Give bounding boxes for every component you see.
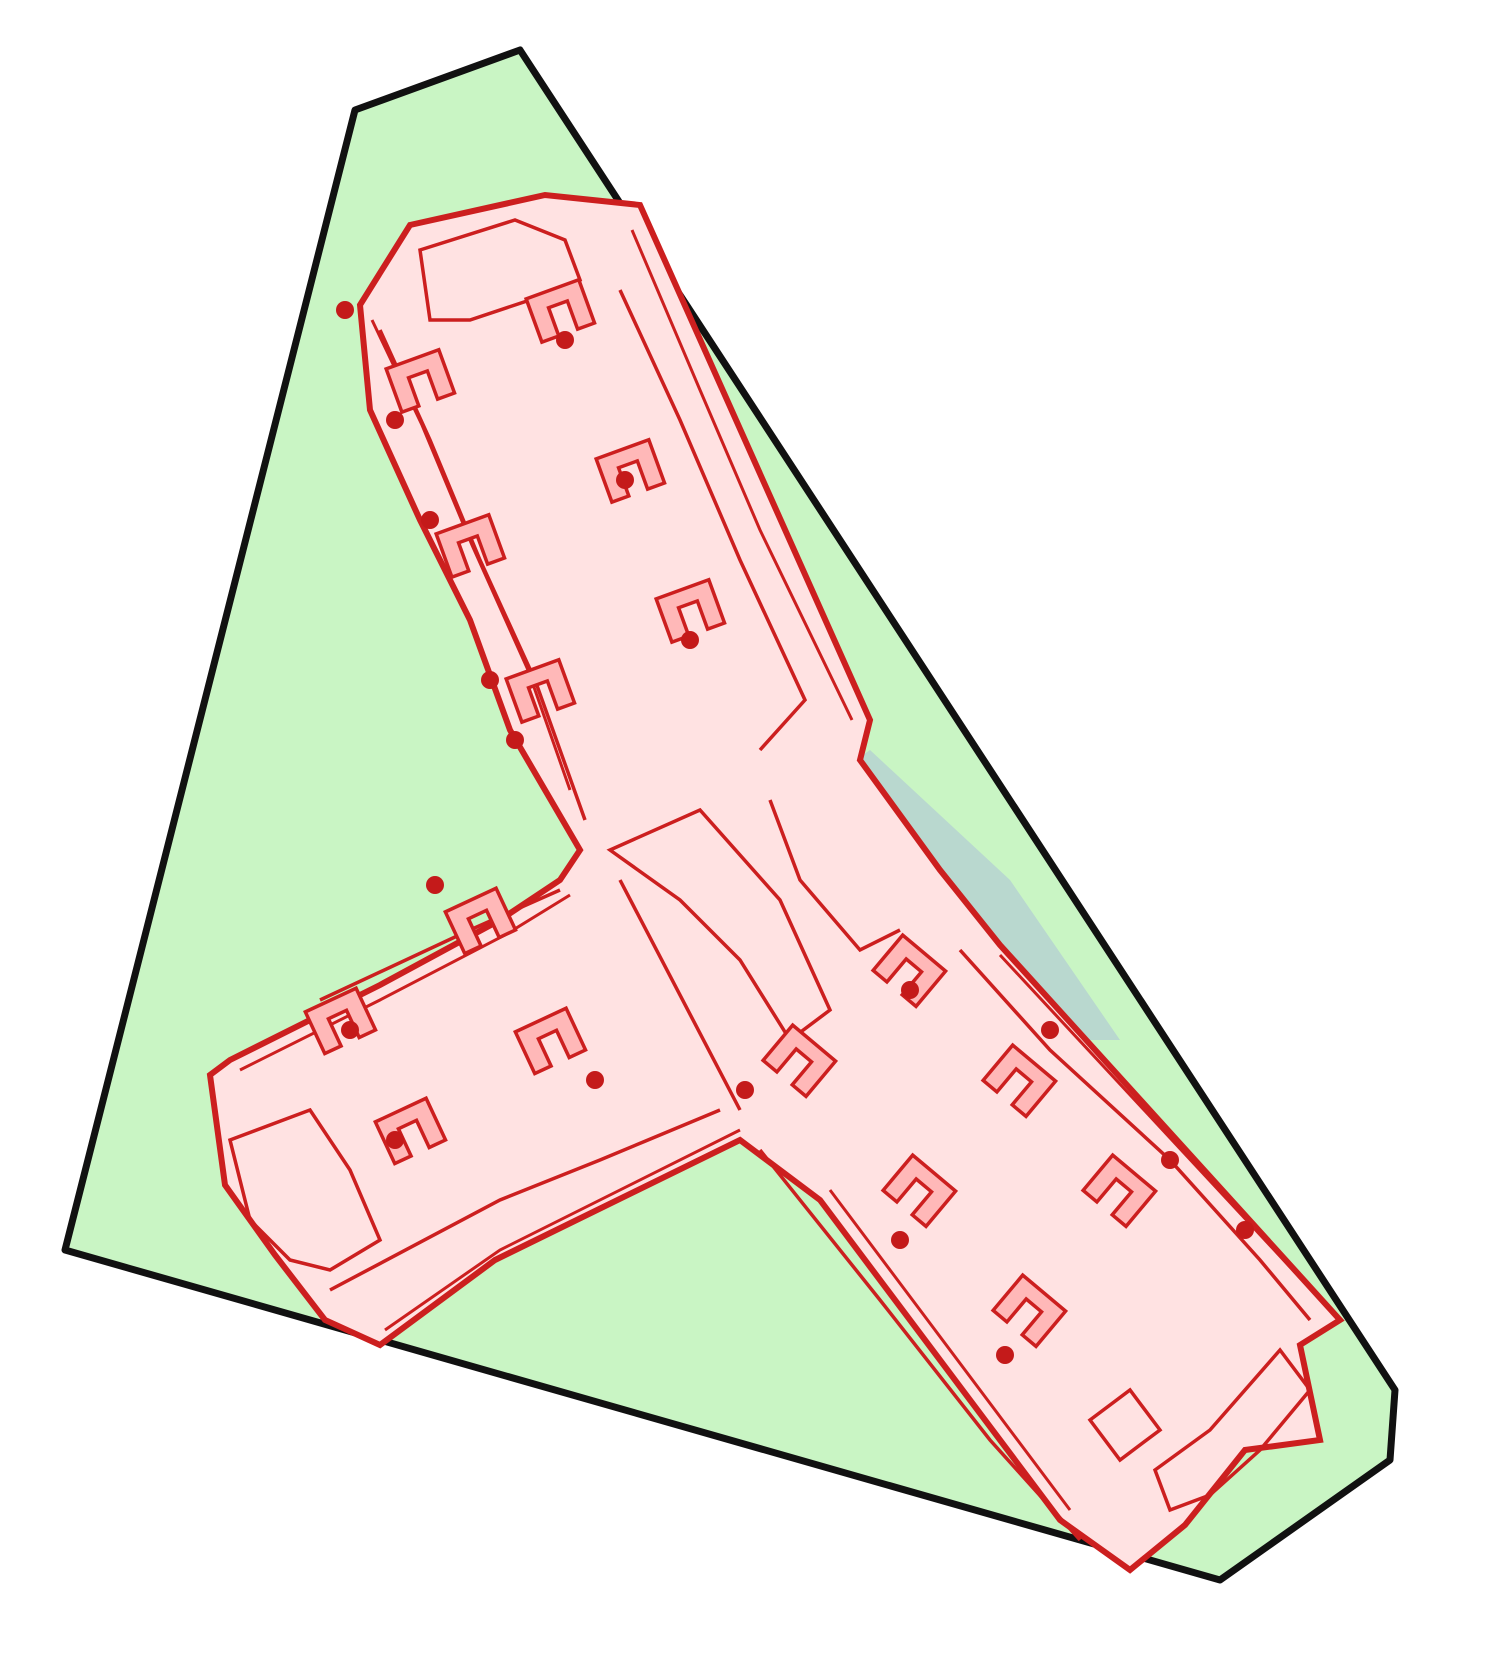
room-bays <box>303 277 1159 1349</box>
door-dot <box>1041 1021 1059 1039</box>
room-bay <box>880 1152 959 1229</box>
room-bay <box>303 985 378 1056</box>
room-bay <box>503 657 577 725</box>
room-bay <box>513 1005 588 1076</box>
west-wing-wall-inner-south <box>384 1128 741 1332</box>
room-bay <box>990 1272 1069 1349</box>
room-bay <box>383 347 457 415</box>
room-bay <box>523 277 597 345</box>
west-wing-corridor-south <box>329 1108 721 1292</box>
door-dot <box>586 1071 604 1089</box>
door-dot <box>336 301 354 319</box>
se-wing-stair <box>1087 1387 1163 1463</box>
north-wing-wall-inner-east <box>630 229 854 721</box>
door-dot <box>996 1346 1014 1364</box>
room-bay <box>593 437 667 505</box>
room-bay <box>653 577 727 645</box>
se-wing-end-room <box>1152 1347 1313 1513</box>
central-hall-diagonal <box>618 879 742 1111</box>
door-dot <box>341 1021 359 1039</box>
west-wing-wall-inner-north <box>239 893 571 1072</box>
door-dot <box>506 731 524 749</box>
door-dot <box>426 876 444 894</box>
outer-wall-double-lines <box>239 229 1332 1511</box>
room-bay <box>870 932 949 1009</box>
room-bay <box>443 885 518 956</box>
door-dot <box>421 511 439 529</box>
door-dot <box>616 471 634 489</box>
door-dot <box>681 631 699 649</box>
se-wing-wall-inner-north <box>998 953 1332 1312</box>
se-wing-corridor-west <box>758 1148 1082 1542</box>
door-dot <box>481 671 499 689</box>
door-dot <box>386 1131 404 1149</box>
room-bay <box>433 512 507 580</box>
door-dot <box>901 981 919 999</box>
door-dot <box>891 1231 909 1249</box>
central-hall-partition-1 <box>606 807 833 1043</box>
room-bay <box>760 1022 839 1099</box>
door-dot <box>736 1081 754 1099</box>
door-markers <box>336 301 1254 1364</box>
se-wing-wall-inner-south <box>828 1189 1072 1511</box>
room-bay <box>980 1042 1059 1119</box>
north-wing-corridor-east <box>618 289 808 752</box>
door-dot <box>1236 1221 1254 1239</box>
central-hall-partition-2 <box>768 799 901 953</box>
west-wing-room-1 <box>227 1107 383 1272</box>
interior-walls <box>227 218 1313 1542</box>
door-dot <box>556 331 574 349</box>
door-dot <box>1161 1151 1179 1169</box>
room-bay <box>1080 1152 1159 1229</box>
door-dot <box>386 411 404 429</box>
